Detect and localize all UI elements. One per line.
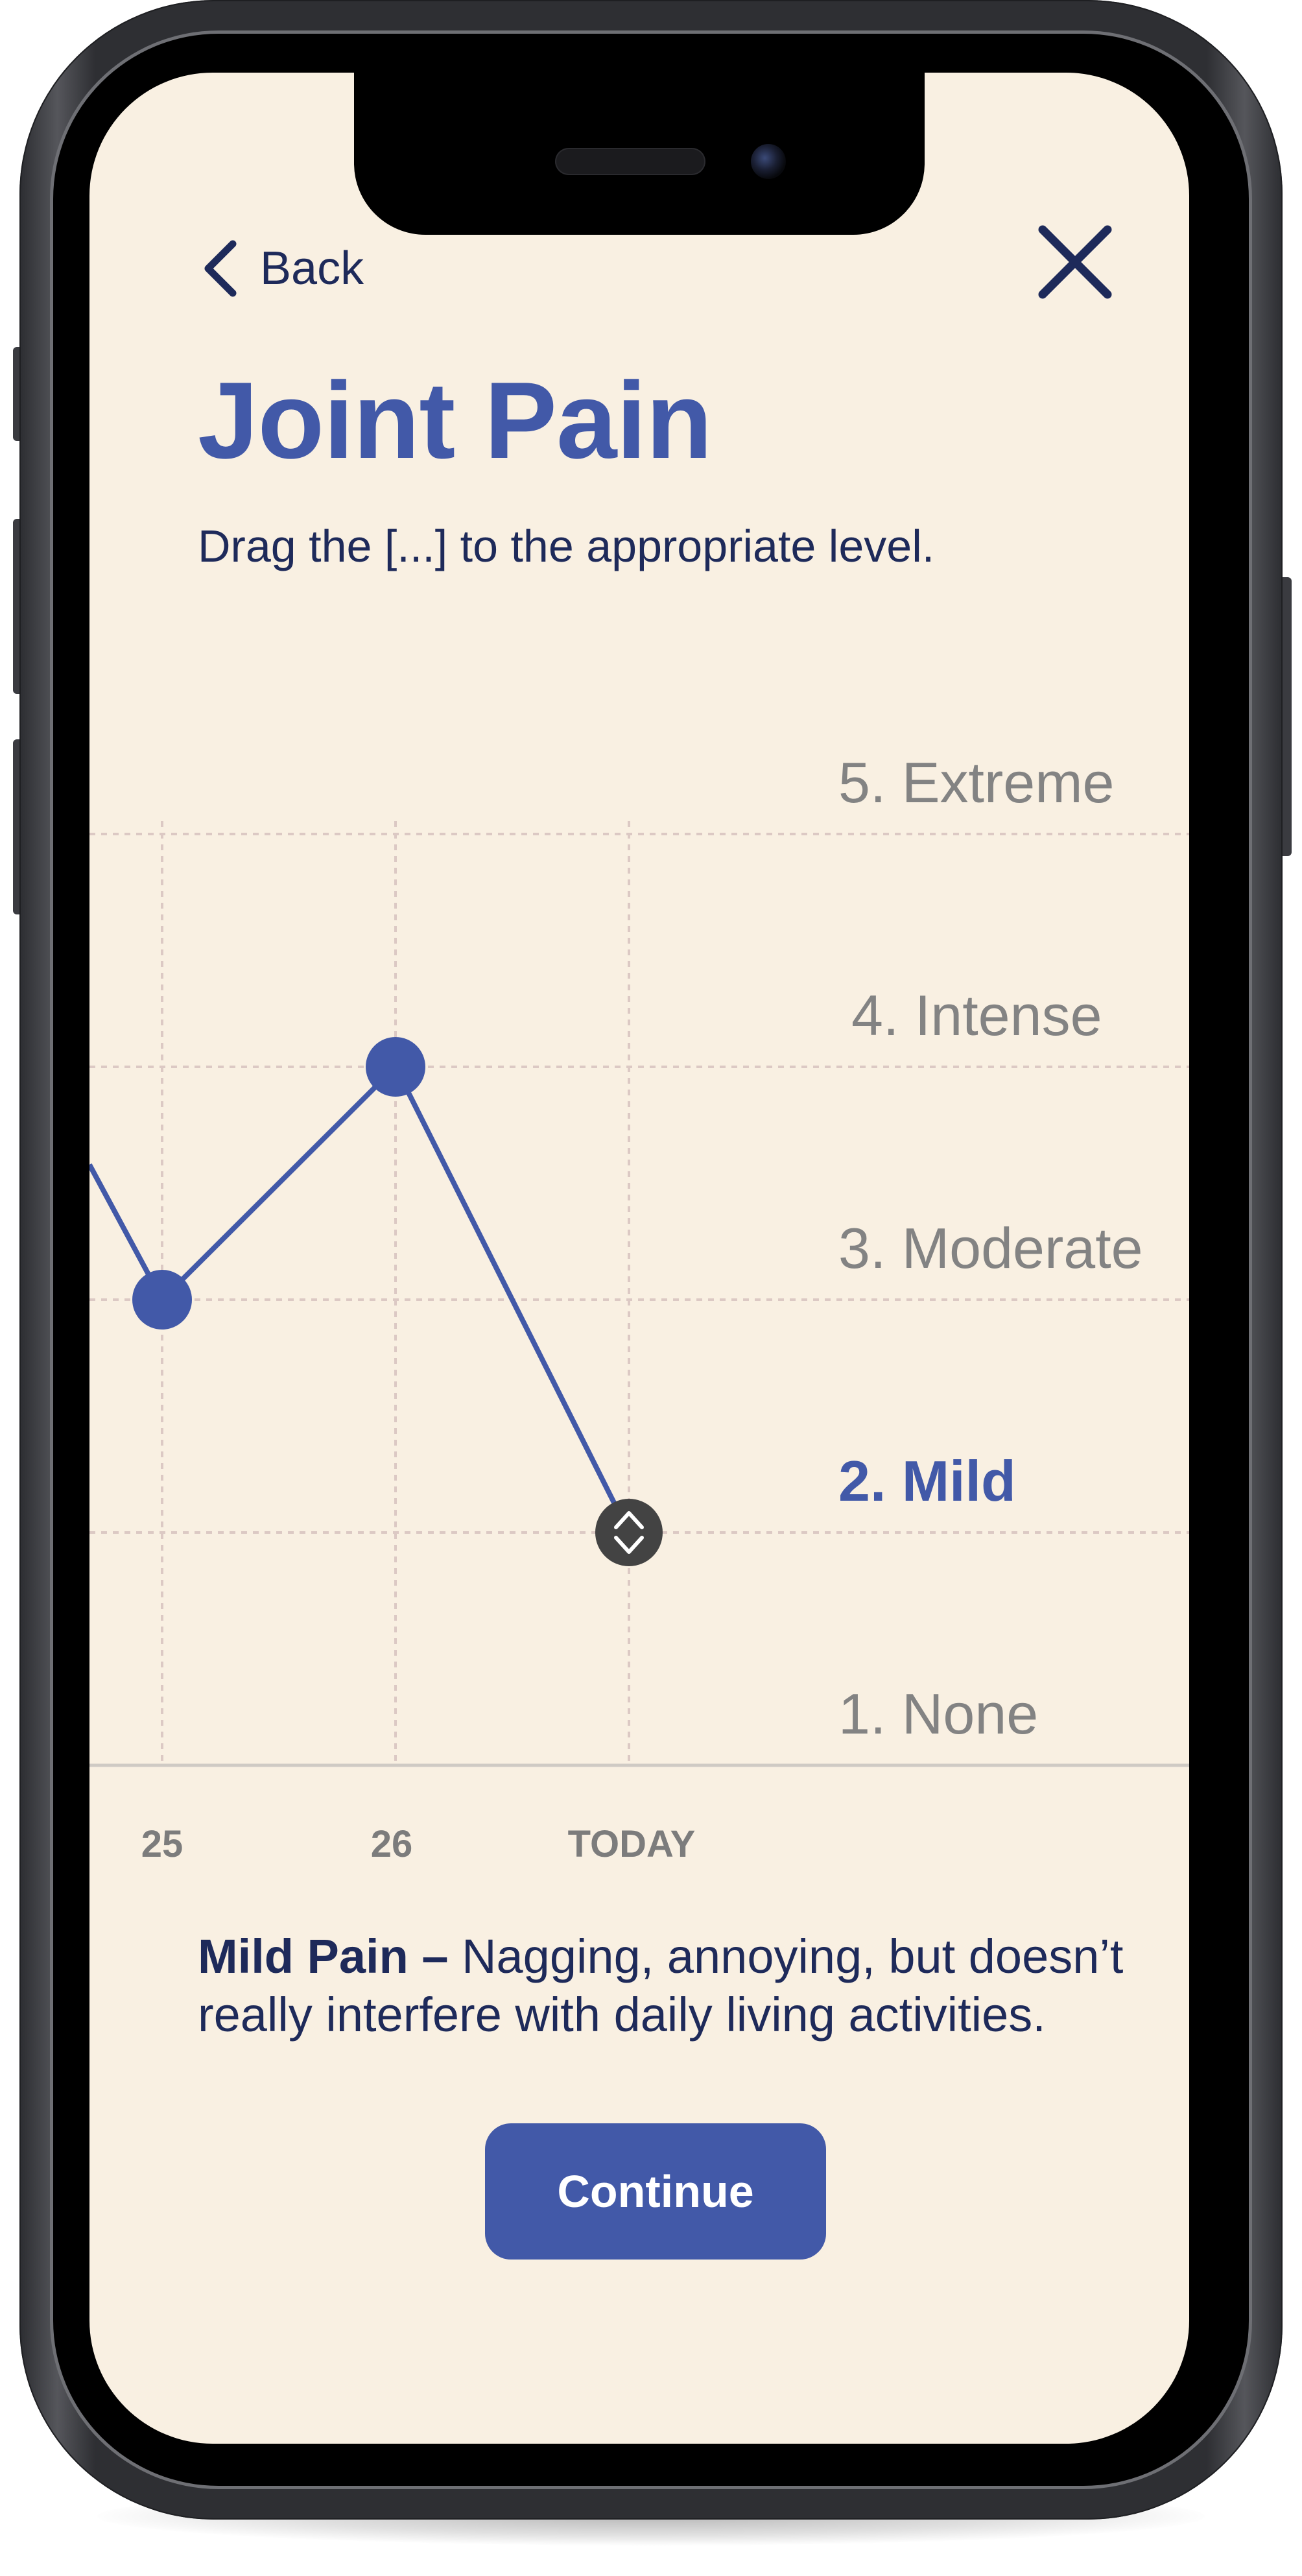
close-button[interactable] bbox=[1030, 217, 1120, 307]
drag-handle-circle bbox=[595, 1499, 663, 1566]
chevron-left-icon bbox=[204, 240, 237, 297]
app-screen: Back Joint Pain Drag the [...] to the ap… bbox=[89, 73, 1189, 2444]
back-label: Back bbox=[260, 243, 364, 294]
level-label-3: 3. Moderate bbox=[838, 1216, 1143, 1280]
level-label-5: 5. Extreme bbox=[838, 750, 1115, 815]
notch bbox=[354, 73, 925, 235]
level-label-4: 4. Intense bbox=[851, 983, 1102, 1047]
series-line-segment bbox=[393, 1066, 632, 1534]
level-description-label: Mild Pain – bbox=[198, 1929, 449, 1983]
x-tick-label: TODAY bbox=[567, 1823, 696, 1865]
instruction-text: Drag the [...] to the appropriate level. bbox=[198, 521, 935, 571]
speaker-grille bbox=[555, 148, 705, 175]
x-tick-label: 26 bbox=[370, 1823, 413, 1865]
level-description-text: Nagging, annoying, but doesn’t really in… bbox=[198, 1929, 1124, 2042]
up-down-arrows-icon bbox=[614, 1511, 644, 1554]
front-camera bbox=[751, 144, 786, 179]
data-point bbox=[132, 1270, 192, 1330]
series-line-segment bbox=[160, 1065, 397, 1302]
back-button[interactable]: Back bbox=[198, 223, 364, 314]
level-description: Mild Pain – Nagging, annoying, but doesn… bbox=[198, 1927, 1138, 2044]
pain-level-chart: 5. Extreme 4. Intense 3. Moderate 2. Mild 1.… bbox=[89, 591, 1189, 1889]
continue-button[interactable]: Continue bbox=[485, 2123, 826, 2260]
x-tick-label: 25 bbox=[141, 1823, 183, 1865]
drag-handle[interactable] bbox=[595, 1499, 663, 1566]
page-title: Joint Pain bbox=[198, 359, 713, 481]
chart-canvas bbox=[89, 821, 1189, 1767]
level-label-2: 2. Mild bbox=[838, 1449, 1016, 1513]
data-point bbox=[366, 1037, 425, 1097]
level-label-1: 1. None bbox=[838, 1682, 1039, 1746]
close-icon bbox=[1038, 225, 1112, 299]
